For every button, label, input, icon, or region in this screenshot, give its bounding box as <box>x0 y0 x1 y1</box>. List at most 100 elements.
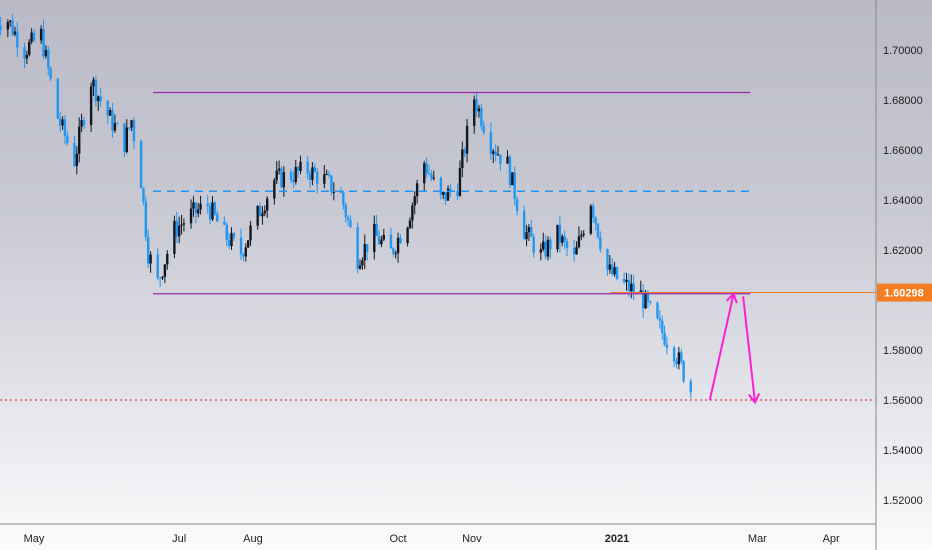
candle-body <box>675 361 678 365</box>
candle-body <box>682 361 685 382</box>
candle-body <box>522 210 526 240</box>
candle-body <box>175 220 178 237</box>
candle-body <box>330 175 333 193</box>
candle-body <box>663 332 666 345</box>
current-price-tag <box>877 283 932 302</box>
price-tick-label: 1.70000 <box>883 45 923 57</box>
candle-body <box>511 172 514 186</box>
candle-body <box>199 203 202 210</box>
candle-body <box>30 32 33 42</box>
candle-body <box>425 163 428 174</box>
candle-body <box>649 301 652 303</box>
candle-body <box>249 225 252 241</box>
candle-body <box>166 253 169 265</box>
candle-body <box>275 170 278 181</box>
candle-body <box>263 210 267 214</box>
candle-body <box>332 192 336 194</box>
candle-body <box>680 352 683 362</box>
candle-body <box>323 174 326 184</box>
candle-body <box>415 183 419 197</box>
candle-body <box>349 220 352 228</box>
candle-body <box>382 234 385 240</box>
projected-drop-arrow[interactable] <box>742 296 757 403</box>
candle-body <box>63 119 67 136</box>
candle-body <box>161 276 164 279</box>
candle-body <box>465 125 469 154</box>
candle-body <box>125 127 129 152</box>
candle-body <box>139 141 143 189</box>
candle-body <box>32 32 36 41</box>
candle-body <box>342 192 345 205</box>
candle-body <box>346 217 350 221</box>
candle-body <box>206 203 209 207</box>
candle-body <box>446 188 450 201</box>
candle-body <box>211 202 214 220</box>
candle-body <box>361 260 364 266</box>
candle-body <box>539 249 543 253</box>
candle-body <box>639 290 642 294</box>
candle-body <box>194 202 198 214</box>
candle-body <box>646 292 650 302</box>
candle-body <box>58 118 62 126</box>
candle-body <box>542 241 545 250</box>
projected-retest-arrow[interactable] <box>708 293 735 401</box>
candle-body <box>632 283 635 294</box>
candle-body <box>196 209 200 214</box>
candle-body <box>149 254 152 264</box>
candle-body <box>113 123 117 131</box>
projected-retest-arrow-head <box>725 291 738 304</box>
candle-body <box>392 248 395 254</box>
candle-body <box>163 264 167 277</box>
candle-body <box>299 161 302 171</box>
candle-body <box>294 167 297 182</box>
time-tick-label: 2021 <box>605 533 629 545</box>
time-tick-label: Nov <box>462 533 482 545</box>
candle-body <box>394 253 397 255</box>
candle-body <box>427 173 431 175</box>
candle-body <box>499 154 502 164</box>
candle-body <box>244 247 247 257</box>
candle-body <box>306 161 309 174</box>
candle-body <box>225 224 228 240</box>
candle-body <box>173 220 176 254</box>
candle-body <box>89 86 93 125</box>
candle-body <box>256 205 259 226</box>
candle-body <box>423 163 426 184</box>
candle-body <box>575 247 578 255</box>
candle-body <box>97 96 100 102</box>
candle-body <box>482 125 485 133</box>
candle-body <box>66 135 69 143</box>
candle-body <box>80 120 83 127</box>
candle-body <box>449 188 452 192</box>
candle-body <box>373 223 376 253</box>
time-tick-label: Oct <box>390 533 407 545</box>
candle-body <box>292 180 295 182</box>
time-tick-label: Apr <box>823 533 840 545</box>
candle-body <box>661 320 664 333</box>
price-tick-label: 1.68000 <box>883 95 923 107</box>
candle-body <box>0 25 2 30</box>
time-tick-label: Aug <box>243 533 263 545</box>
candle-body <box>532 236 535 253</box>
candle-body <box>558 224 562 243</box>
candle-body <box>456 191 459 196</box>
time-axis[interactable]: May Jul Aug Oct Nov 2021 Mar Apr <box>24 533 840 545</box>
candle-body <box>39 28 43 41</box>
candle-body <box>606 249 609 270</box>
candle-body <box>75 153 79 166</box>
candle-body <box>494 151 497 155</box>
candle-body <box>399 237 402 244</box>
candle-body <box>411 205 414 221</box>
candle-body <box>28 41 31 55</box>
candle-body <box>408 220 412 229</box>
candle-body <box>216 213 219 222</box>
price-axis[interactable]: 1.70000 1.68000 1.66000 1.64000 1.62000 1.580… <box>877 45 932 507</box>
candle-body <box>266 198 269 211</box>
candle-body <box>406 228 409 244</box>
candle-body <box>611 264 614 275</box>
candle-body <box>344 204 347 218</box>
candle-body <box>339 192 343 194</box>
candle-body <box>530 227 533 237</box>
candle-body <box>589 205 593 234</box>
